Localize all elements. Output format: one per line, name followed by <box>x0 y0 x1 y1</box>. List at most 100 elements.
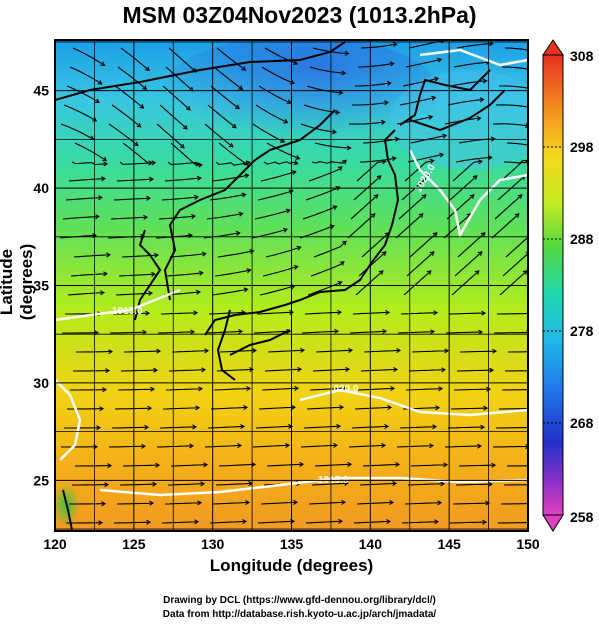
streamline <box>355 82 391 87</box>
streamline-arrow <box>243 405 249 411</box>
streamline <box>314 142 351 149</box>
streamline-arrow <box>102 156 108 162</box>
streamline <box>406 251 435 277</box>
streamline-arrow <box>154 252 159 258</box>
streamline-arrow <box>373 194 379 199</box>
streamline <box>456 369 493 372</box>
streamline-arrow <box>525 444 528 450</box>
streamline-arrow <box>421 194 427 199</box>
streamline-arrow <box>139 104 145 109</box>
streamline-arrow <box>149 500 155 506</box>
streamline <box>165 388 203 391</box>
streamline-arrow <box>182 124 188 130</box>
streamline <box>169 253 206 258</box>
streamline <box>111 104 141 128</box>
streamline-arrow <box>478 329 484 335</box>
streamline <box>204 123 234 148</box>
streamline <box>454 251 483 277</box>
streamline-arrow <box>540 464 543 468</box>
streamline-arrow <box>490 136 496 142</box>
streamline <box>156 445 194 448</box>
streamline <box>112 312 150 315</box>
streamline-arrow <box>392 481 398 487</box>
colorbar-label: 268 <box>570 415 594 431</box>
streamline <box>411 350 449 353</box>
streamline <box>259 285 295 296</box>
streamline-arrow <box>335 186 341 191</box>
streamline <box>458 464 495 467</box>
streamline <box>452 502 490 505</box>
streamline-arrow <box>386 519 392 525</box>
colorbar-label: 308 <box>570 48 594 64</box>
streamline <box>301 330 339 334</box>
streamline-arrow <box>102 387 108 393</box>
streamline-arrow <box>153 367 159 373</box>
streamline-arrow <box>150 386 156 392</box>
streamline-arrow <box>96 425 102 431</box>
x-tick-label: 135 <box>280 536 304 552</box>
streamline <box>309 66 346 74</box>
streamline <box>218 142 248 166</box>
streamline-arrow <box>238 329 244 335</box>
streamline-arrow <box>537 483 540 487</box>
streamline-arrow <box>195 405 201 411</box>
x-tick-label: 150 <box>516 536 540 552</box>
streamline-arrow <box>393 367 399 373</box>
streamline <box>213 66 243 90</box>
streamline-arrow <box>105 368 111 374</box>
streamline-arrow <box>100 61 106 66</box>
streamline-arrow <box>300 347 306 353</box>
streamline-arrow <box>146 519 152 525</box>
streamline-arrow <box>378 270 384 275</box>
streamline-arrow <box>98 520 104 526</box>
streamline-arrow <box>145 310 151 316</box>
streamline-arrow <box>133 141 139 147</box>
pressure-contours <box>55 48 528 497</box>
streamline-arrow <box>198 162 203 168</box>
streamline-arrow <box>479 97 485 103</box>
streamline <box>357 62 394 68</box>
streamline <box>455 483 493 486</box>
streamline <box>504 47 528 51</box>
streamline <box>216 47 246 71</box>
streamline-arrow <box>381 159 387 165</box>
streamline-arrow <box>437 57 443 63</box>
streamline-arrow <box>333 442 339 448</box>
streamline-arrow <box>386 80 392 86</box>
streamline <box>266 463 304 467</box>
lat-lon-grid <box>55 40 528 531</box>
streamline <box>210 406 248 410</box>
streamline <box>503 159 528 164</box>
streamline-arrow <box>480 424 486 430</box>
streamline <box>456 42 493 49</box>
streamline-arrow <box>341 70 347 76</box>
plot-frame <box>54 39 529 532</box>
streamline <box>72 47 105 66</box>
streamline-arrow <box>291 404 297 410</box>
streamline <box>60 123 94 140</box>
streamline-arrow <box>237 443 243 449</box>
streamline-arrow <box>444 348 450 354</box>
streamline <box>65 196 102 201</box>
streamline <box>352 311 390 315</box>
streamline-arrow <box>180 143 185 149</box>
x-tick-labels: 120 125 130 135 140 145 150 <box>43 536 540 552</box>
streamline-arrow <box>514 213 520 218</box>
streamline-arrow <box>530 312 533 316</box>
streamline <box>162 85 191 111</box>
streamline <box>502 252 528 277</box>
streamline <box>113 197 151 201</box>
streamline <box>122 464 160 467</box>
streamline-arrow <box>537 50 541 54</box>
streamline <box>453 61 490 68</box>
streamline-arrow <box>95 98 100 103</box>
streamline <box>214 269 251 277</box>
streamline-arrow <box>477 251 483 256</box>
streamline <box>403 270 432 296</box>
colorbar: 308 298 288 278 268 258 <box>542 39 594 532</box>
streamline-arrow <box>437 500 443 506</box>
streamline-arrow <box>392 41 398 48</box>
streamline <box>357 387 395 391</box>
streamline <box>448 312 486 315</box>
